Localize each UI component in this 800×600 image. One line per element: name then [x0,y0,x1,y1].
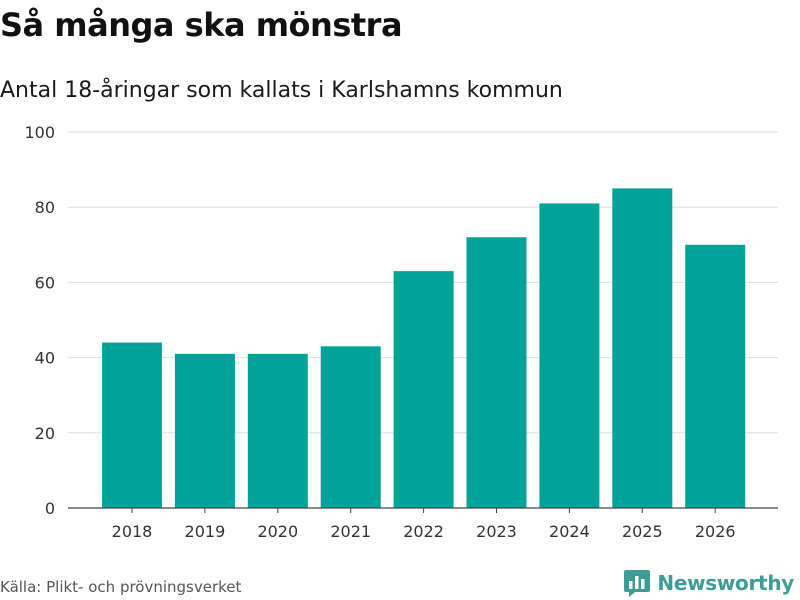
chart-title: Så många ska mönstra [0,6,403,44]
brand-name: Newsworthy [657,571,794,595]
x-tick-label: 2018 [112,522,153,541]
x-tick-label: 2023 [476,522,517,541]
x-tick-label: 2025 [622,522,663,541]
bar-2023[interactable] [466,237,527,508]
y-tick-label: 100 [24,123,55,142]
y-tick-label: 20 [35,424,55,443]
y-tick-label: 0 [45,499,55,518]
bar-2026[interactable] [685,244,746,509]
brand-logo: Newsworthy [623,568,794,598]
bars [102,188,746,509]
chart-subtitle: Antal 18-åringar som kallats i Karlshamn… [0,78,563,103]
x-tick-label: 2026 [695,522,736,541]
bar-2021[interactable] [320,346,381,508]
bar-2018[interactable] [102,342,162,508]
x-tick-label: 2022 [403,522,444,541]
x-tick-label: 2020 [257,522,298,541]
bar-2025[interactable] [612,188,673,508]
bar-2019[interactable] [174,353,235,508]
y-axis-ticks: 0 20 40 60 80 100 [24,123,55,518]
x-tick-label: 2019 [185,522,226,541]
bar-2024[interactable] [539,203,600,508]
source-note: Källa: Plikt- och prövningsverket [0,578,242,596]
y-tick-label: 60 [35,273,55,292]
bar-2020[interactable] [247,353,308,508]
x-tick-label: 2021 [330,522,371,541]
x-tick-label: 2024 [549,522,590,541]
y-tick-label: 80 [35,198,55,217]
x-axis-ticks: 2018 2019 2020 2021 2022 2023 2024 2025 2026 [112,508,736,541]
y-tick-label: 40 [35,349,55,368]
bar-chart-speech-bubble-icon [624,570,651,597]
bar-2022[interactable] [393,271,454,508]
